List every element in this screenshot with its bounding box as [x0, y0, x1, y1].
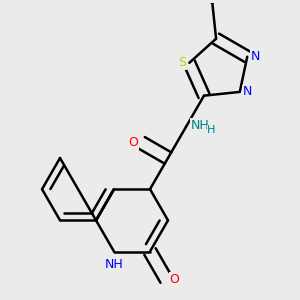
Text: NH: NH [191, 119, 210, 132]
Text: S: S [178, 56, 186, 69]
Text: O: O [169, 273, 179, 286]
Text: N: N [250, 50, 260, 63]
Text: N: N [243, 85, 252, 98]
Text: NH: NH [105, 258, 123, 271]
Text: O: O [128, 136, 138, 149]
Text: H: H [207, 125, 216, 135]
